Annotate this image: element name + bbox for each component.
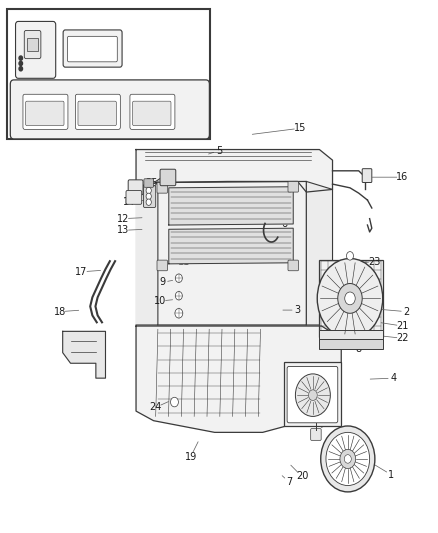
Circle shape <box>19 61 22 66</box>
Circle shape <box>19 67 22 71</box>
Polygon shape <box>306 181 332 325</box>
FancyBboxPatch shape <box>75 94 120 130</box>
Circle shape <box>308 390 317 400</box>
Circle shape <box>344 455 351 463</box>
Circle shape <box>175 274 182 282</box>
Polygon shape <box>136 326 341 432</box>
FancyBboxPatch shape <box>133 101 171 126</box>
FancyBboxPatch shape <box>160 169 176 185</box>
FancyBboxPatch shape <box>15 21 56 78</box>
Text: 5: 5 <box>216 146 222 156</box>
Text: 17: 17 <box>75 267 88 277</box>
Circle shape <box>317 259 383 338</box>
FancyBboxPatch shape <box>144 179 153 187</box>
Text: 15: 15 <box>293 123 306 133</box>
FancyBboxPatch shape <box>288 260 298 271</box>
Text: 25: 25 <box>145 177 158 188</box>
Text: 12: 12 <box>117 214 129 224</box>
Circle shape <box>338 284 362 313</box>
Text: 16: 16 <box>396 172 409 182</box>
Bar <box>27 38 38 51</box>
Circle shape <box>321 426 375 492</box>
Polygon shape <box>158 181 306 325</box>
Text: 19: 19 <box>184 452 197 462</box>
FancyBboxPatch shape <box>63 30 122 67</box>
FancyBboxPatch shape <box>157 260 167 271</box>
Text: 3: 3 <box>294 305 300 315</box>
FancyBboxPatch shape <box>144 185 155 207</box>
Text: 2: 2 <box>404 306 410 317</box>
Polygon shape <box>136 182 158 325</box>
Circle shape <box>146 199 151 205</box>
Bar <box>7 9 210 139</box>
FancyBboxPatch shape <box>130 94 175 130</box>
Circle shape <box>345 292 355 305</box>
Text: 8: 8 <box>356 344 362 354</box>
Text: 4: 4 <box>391 373 397 383</box>
Text: 23: 23 <box>368 257 380 267</box>
Polygon shape <box>136 150 332 192</box>
Text: 14: 14 <box>124 197 136 207</box>
Text: 18: 18 <box>53 306 66 317</box>
Circle shape <box>295 374 330 416</box>
Circle shape <box>175 292 182 300</box>
Text: 6: 6 <box>282 219 288 229</box>
Circle shape <box>326 432 370 486</box>
FancyBboxPatch shape <box>25 101 64 126</box>
FancyBboxPatch shape <box>287 367 338 423</box>
FancyBboxPatch shape <box>67 36 117 62</box>
FancyBboxPatch shape <box>157 182 167 193</box>
Bar <box>319 260 383 337</box>
FancyBboxPatch shape <box>23 94 68 130</box>
Text: 11: 11 <box>178 257 190 267</box>
Circle shape <box>170 397 178 407</box>
Text: 7: 7 <box>286 477 292 487</box>
Circle shape <box>175 309 183 318</box>
FancyBboxPatch shape <box>285 362 341 426</box>
FancyBboxPatch shape <box>11 80 209 139</box>
Circle shape <box>146 193 151 199</box>
Text: 21: 21 <box>396 321 409 331</box>
FancyBboxPatch shape <box>24 30 41 59</box>
Circle shape <box>146 187 151 193</box>
FancyBboxPatch shape <box>78 101 117 126</box>
Polygon shape <box>169 228 293 264</box>
Polygon shape <box>169 187 293 225</box>
Circle shape <box>340 449 356 469</box>
Text: 24: 24 <box>149 402 162 413</box>
FancyBboxPatch shape <box>128 180 143 195</box>
FancyBboxPatch shape <box>362 168 372 182</box>
FancyBboxPatch shape <box>288 181 298 192</box>
Bar <box>318 339 383 350</box>
Text: 9: 9 <box>159 278 165 287</box>
Text: 13: 13 <box>117 225 129 236</box>
Text: 10: 10 <box>154 296 166 306</box>
Text: 20: 20 <box>296 472 308 481</box>
Bar <box>318 330 383 340</box>
Circle shape <box>346 252 353 260</box>
Text: 22: 22 <box>396 333 409 343</box>
Circle shape <box>19 56 22 60</box>
Polygon shape <box>63 332 106 378</box>
Text: 26: 26 <box>283 213 295 223</box>
FancyBboxPatch shape <box>311 429 321 440</box>
Text: 1: 1 <box>389 470 395 480</box>
Text: 6: 6 <box>133 187 139 197</box>
FancyBboxPatch shape <box>126 190 142 204</box>
